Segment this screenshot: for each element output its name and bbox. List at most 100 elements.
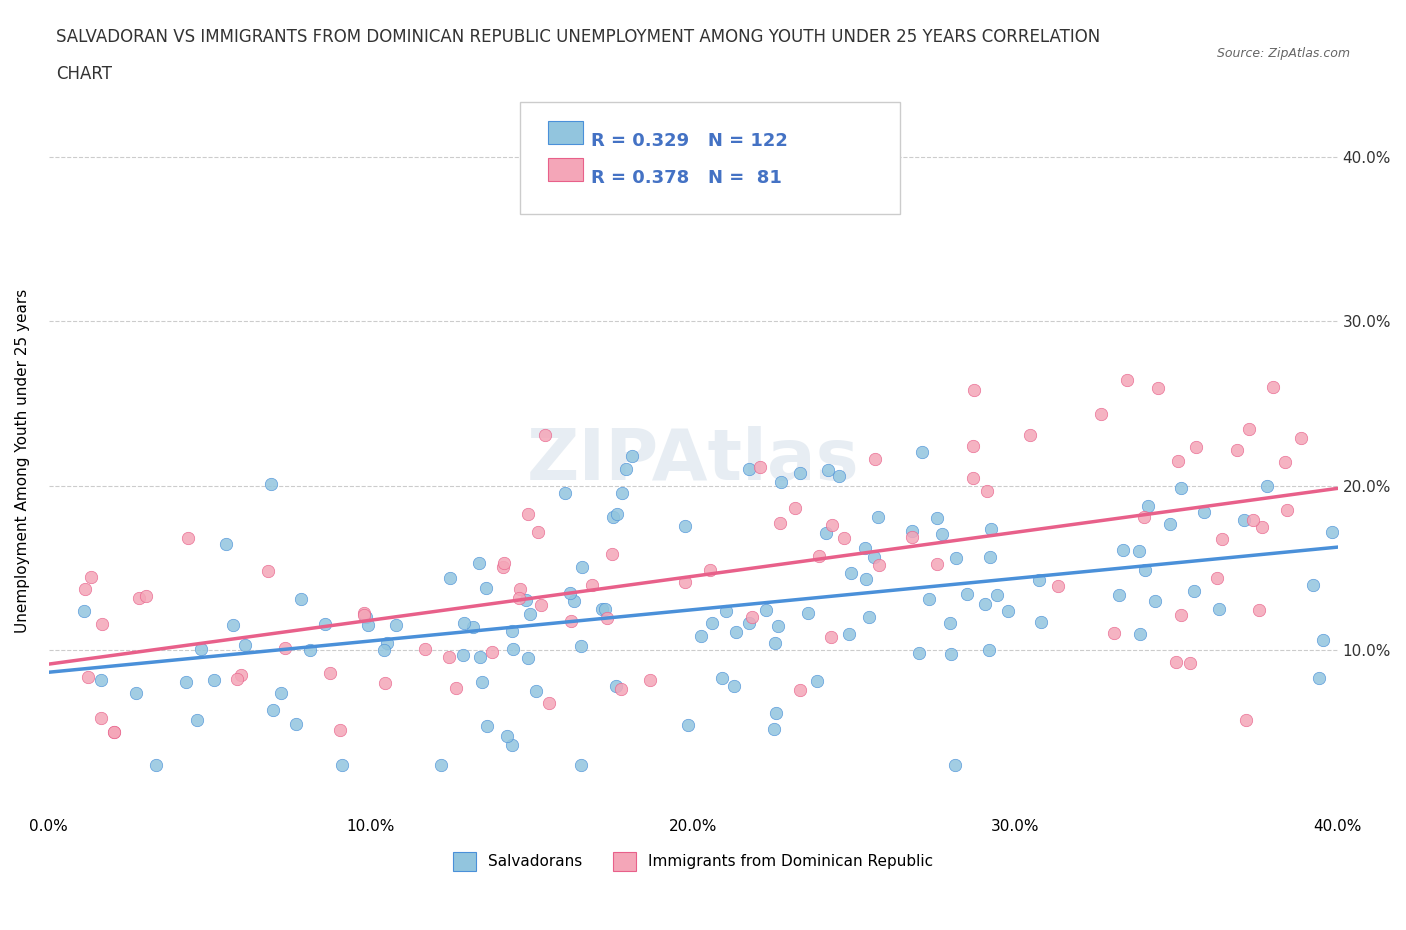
Point <box>976 483 998 498</box>
Point <box>600 547 623 562</box>
Point <box>783 500 806 515</box>
Point <box>221 618 243 632</box>
Point <box>1211 532 1233 547</box>
Point <box>748 459 770 474</box>
Point <box>501 737 523 752</box>
Point <box>820 630 842 644</box>
Text: Source: ZipAtlas.com: Source: ZipAtlas.com <box>1216 46 1350 60</box>
Point <box>1261 379 1284 394</box>
Point <box>1185 440 1208 455</box>
Point <box>690 629 713 644</box>
Point <box>839 565 862 580</box>
Point <box>1232 512 1254 527</box>
Point <box>260 477 283 492</box>
Point <box>918 591 941 606</box>
Point <box>1147 380 1170 395</box>
Point <box>853 540 876 555</box>
Point <box>821 517 844 532</box>
Point <box>1170 481 1192 496</box>
Point <box>475 719 498 734</box>
Text: R = 0.378   N =  81: R = 0.378 N = 81 <box>591 169 782 187</box>
Point <box>413 642 436 657</box>
Legend: Salvadorans, Immigrants from Dominican Republic: Salvadorans, Immigrants from Dominican R… <box>447 846 939 877</box>
Point <box>481 644 503 659</box>
Point <box>1133 510 1156 525</box>
Point <box>290 591 312 606</box>
Point <box>1256 478 1278 493</box>
Point <box>190 642 212 657</box>
Point <box>762 722 785 737</box>
Point <box>699 563 721 578</box>
Point <box>453 616 475 631</box>
Point <box>186 712 208 727</box>
Point <box>769 516 792 531</box>
Point <box>765 706 787 721</box>
Point <box>1143 594 1166 609</box>
Point <box>1302 578 1324 592</box>
Point <box>537 696 560 711</box>
Text: R = 0.329   N = 122: R = 0.329 N = 122 <box>591 132 787 150</box>
Point <box>865 451 887 466</box>
Point <box>962 471 984 485</box>
Point <box>439 571 461 586</box>
Point <box>1249 603 1271 618</box>
Point <box>1241 512 1264 527</box>
Point <box>815 525 838 540</box>
Point <box>828 468 851 483</box>
Point <box>468 649 491 664</box>
Point <box>605 679 627 694</box>
Point <box>911 445 934 460</box>
Point <box>1167 454 1189 469</box>
Point <box>515 592 537 607</box>
Point <box>1133 563 1156 578</box>
Point <box>319 665 342 680</box>
Point <box>1226 443 1249 458</box>
Point <box>128 591 150 605</box>
Point <box>90 711 112 725</box>
Point <box>612 485 634 500</box>
Point <box>593 602 616 617</box>
Point <box>939 646 962 661</box>
Point <box>270 685 292 700</box>
Point <box>125 685 148 700</box>
Point <box>491 560 513 575</box>
Point <box>673 519 696 534</box>
Point <box>80 569 103 584</box>
Point <box>1159 516 1181 531</box>
Point <box>581 578 603 592</box>
Point <box>602 510 624 525</box>
Point <box>1170 607 1192 622</box>
Point <box>1029 615 1052 630</box>
Point <box>145 757 167 772</box>
Point <box>673 575 696 590</box>
Point <box>103 724 125 739</box>
Point <box>262 702 284 717</box>
Point <box>502 642 524 657</box>
Point <box>676 717 699 732</box>
Point <box>621 448 644 463</box>
Point <box>257 564 280 578</box>
Point <box>508 591 530 605</box>
Point <box>763 635 786 650</box>
Point <box>90 672 112 687</box>
Point <box>1128 627 1150 642</box>
Point <box>901 524 924 538</box>
Point <box>986 588 1008 603</box>
Point <box>714 604 737 618</box>
Point <box>943 757 966 772</box>
Point <box>1137 498 1160 513</box>
Point <box>956 586 979 601</box>
Point <box>931 526 953 541</box>
Point <box>962 439 984 454</box>
Point <box>766 618 789 633</box>
Point <box>444 681 467 696</box>
Point <box>285 716 308 731</box>
Point <box>997 604 1019 618</box>
Point <box>1128 543 1150 558</box>
Point <box>1166 655 1188 670</box>
Point <box>374 675 396 690</box>
Point <box>439 649 461 664</box>
Point <box>1239 421 1261 436</box>
Point <box>1090 406 1112 421</box>
Point <box>974 597 997 612</box>
